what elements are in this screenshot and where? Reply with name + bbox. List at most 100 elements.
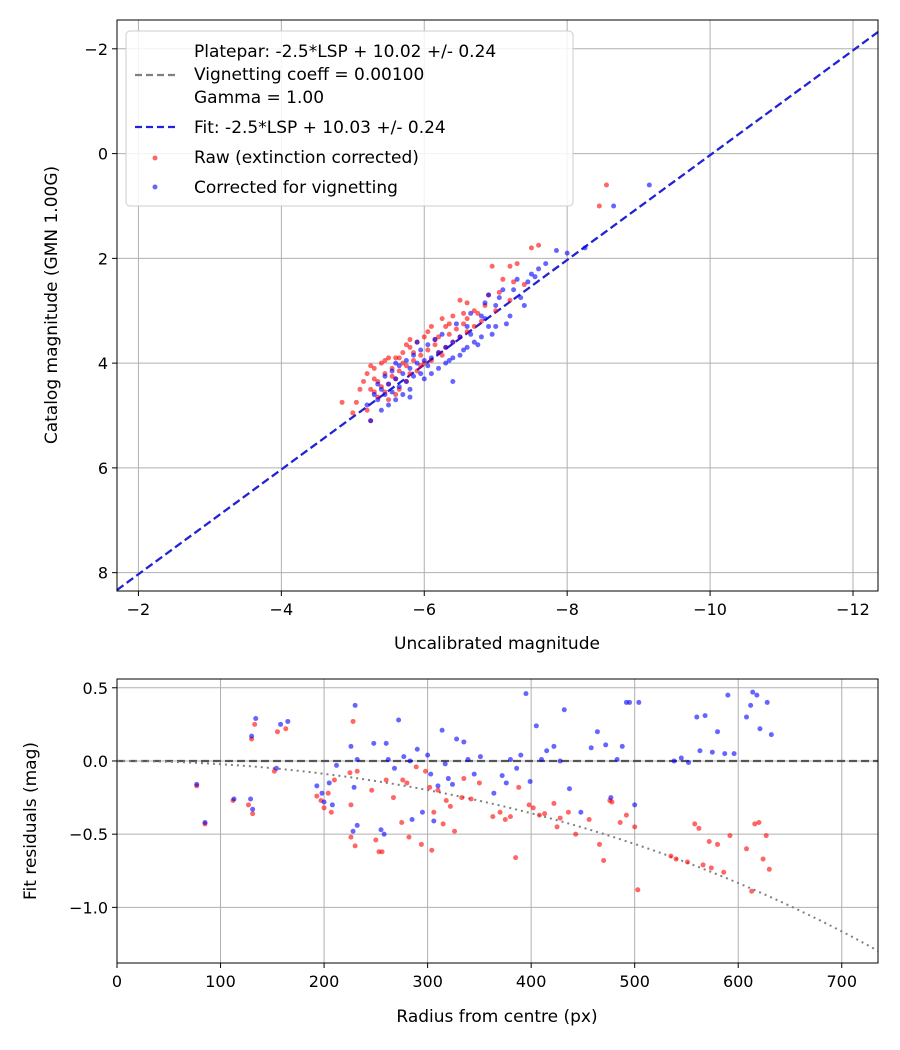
bottom-point <box>413 764 419 770</box>
bottom-point <box>684 859 690 865</box>
top-point <box>453 321 459 327</box>
bottom-point <box>609 799 615 805</box>
bottom-point <box>477 754 483 760</box>
bottom-point <box>406 834 412 840</box>
bottom-point <box>314 783 320 789</box>
top-point <box>453 326 459 332</box>
top-scatter-plot: −2 −4 −6 −8 −10 −12 −2 0 2 4 6 8 Uncalibrated magni… <box>42 19 879 654</box>
bottom-point <box>329 802 335 808</box>
top-point <box>368 418 374 424</box>
bottom-point <box>636 699 642 705</box>
top-point <box>489 263 495 269</box>
bottom-point <box>350 718 356 724</box>
top-point <box>464 344 470 350</box>
top-x-tick-label: −8 <box>555 600 579 619</box>
top-point <box>439 331 445 337</box>
bottom-point <box>373 837 379 843</box>
bottom-point <box>766 866 772 872</box>
top-point <box>478 334 484 340</box>
bottom-point <box>443 798 449 804</box>
top-point <box>507 297 513 303</box>
top-point <box>389 389 395 395</box>
top-point <box>403 363 409 369</box>
top-point <box>514 261 520 267</box>
bottom-point <box>328 809 334 815</box>
top-point <box>393 355 399 361</box>
top-point <box>536 242 542 248</box>
bottom-point <box>727 833 733 839</box>
bottom-point <box>706 838 712 844</box>
bottom-y-axis-label: Fit residuals (mag) <box>21 742 41 900</box>
bottom-series-1 <box>194 689 774 837</box>
top-point <box>403 378 409 384</box>
top-point <box>436 350 442 356</box>
top-point <box>611 203 617 209</box>
top-x-tick-label: −12 <box>836 600 870 619</box>
top-plot-frame <box>116 19 879 592</box>
bottom-y-tick-label: 0.5 <box>83 679 108 698</box>
bottom-point <box>757 726 763 732</box>
top-point <box>407 394 413 400</box>
bottom-point <box>702 713 708 719</box>
top-point <box>436 334 442 340</box>
top-point <box>414 360 420 366</box>
bottom-point <box>431 818 437 824</box>
legend-entry-corrected: Corrected for vignetting <box>194 178 398 198</box>
top-point <box>418 363 424 369</box>
bottom-point <box>347 770 353 776</box>
bottom-point <box>399 819 405 825</box>
bottom-point <box>668 853 674 859</box>
bottom-point <box>396 717 402 723</box>
top-point <box>461 321 467 327</box>
top-point <box>564 250 570 256</box>
bottom-point <box>715 729 721 735</box>
bottom-point <box>459 795 465 801</box>
bottom-point <box>692 821 698 827</box>
top-point <box>421 376 427 382</box>
bottom-point <box>379 849 385 855</box>
bottom-point <box>471 771 477 777</box>
top-point <box>378 407 384 413</box>
top-point <box>389 373 395 379</box>
top-point <box>414 368 420 374</box>
bottom-point <box>249 733 255 739</box>
top-point <box>475 342 481 348</box>
top-point <box>528 271 534 277</box>
bottom-point <box>385 757 391 763</box>
bottom-y-tick-label: 0.0 <box>83 752 108 771</box>
bottom-point <box>348 743 354 749</box>
bottom-point <box>491 790 497 796</box>
top-point <box>596 203 602 209</box>
top-point <box>371 392 377 398</box>
top-point <box>489 331 495 337</box>
bottom-y-tick-label: −0.5 <box>69 825 108 844</box>
bottom-plot-frame <box>116 678 879 964</box>
top-points <box>339 182 652 424</box>
top-point <box>582 245 588 251</box>
top-point <box>500 276 506 282</box>
top-point <box>443 344 449 350</box>
legend-entry-fit: Fit: -2.5*LSP + 10.03 +/- 0.24 <box>194 118 446 138</box>
bottom-point <box>476 780 482 786</box>
top-y-tick-label: −2 <box>84 40 108 59</box>
bottom-point <box>326 780 332 786</box>
bottom-point <box>427 784 433 790</box>
bottom-point <box>452 828 458 834</box>
bottom-point <box>744 714 750 720</box>
top-point <box>371 365 377 371</box>
bottom-point <box>435 787 441 793</box>
bottom-point <box>715 841 721 847</box>
top-point <box>375 381 381 387</box>
bottom-point <box>461 776 467 782</box>
top-point <box>407 365 413 371</box>
top-point <box>511 287 517 293</box>
top-point <box>393 360 399 366</box>
top-point <box>543 261 549 267</box>
bottom-point <box>409 817 415 823</box>
bottom-point <box>435 783 441 789</box>
top-point <box>425 363 431 369</box>
bottom-point <box>274 729 280 735</box>
bottom-x-tick-label: 100 <box>205 972 236 991</box>
top-point <box>418 347 424 353</box>
bottom-point <box>194 781 200 787</box>
